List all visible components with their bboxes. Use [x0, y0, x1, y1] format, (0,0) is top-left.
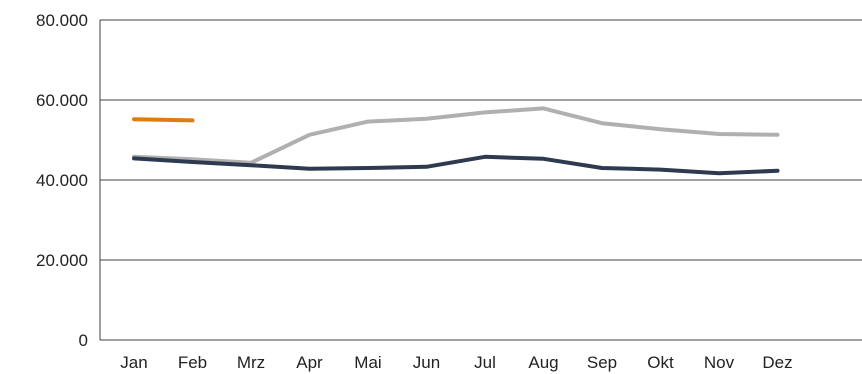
x-tick-label: Sep	[587, 353, 617, 372]
series-line-1	[132, 106, 780, 165]
series-lines	[132, 106, 780, 176]
x-tick-label: Mrz	[237, 353, 265, 372]
y-tick-label: 80.000	[36, 11, 88, 30]
x-tick-label: Dez	[762, 353, 792, 372]
x-tick-label: Nov	[704, 353, 735, 372]
y-axis: 0 20.000 40.000 60.000 80.000	[36, 11, 88, 350]
gridlines	[99, 19, 862, 341]
x-tick-label: Mai	[354, 353, 381, 372]
series-line-3	[132, 117, 195, 123]
y-tick-label: 40.000	[36, 171, 88, 190]
x-tick-label: Jul	[474, 353, 496, 372]
x-tick-label: Okt	[647, 353, 674, 372]
x-tick-label: Jan	[120, 353, 147, 372]
x-tick-label: Aug	[528, 353, 558, 372]
x-tick-label: Apr	[296, 353, 323, 372]
x-axis: Jan Feb Mrz Apr Mai Jun Jul Aug Sep Okt Nov Dez	[120, 353, 792, 372]
y-tick-label: 60.000	[36, 91, 88, 110]
y-tick-label: 20.000	[36, 251, 88, 270]
x-tick-label: Jun	[413, 353, 440, 372]
x-tick-label: Feb	[178, 353, 207, 372]
series-line-2	[132, 154, 780, 176]
y-tick-label: 0	[79, 331, 88, 350]
